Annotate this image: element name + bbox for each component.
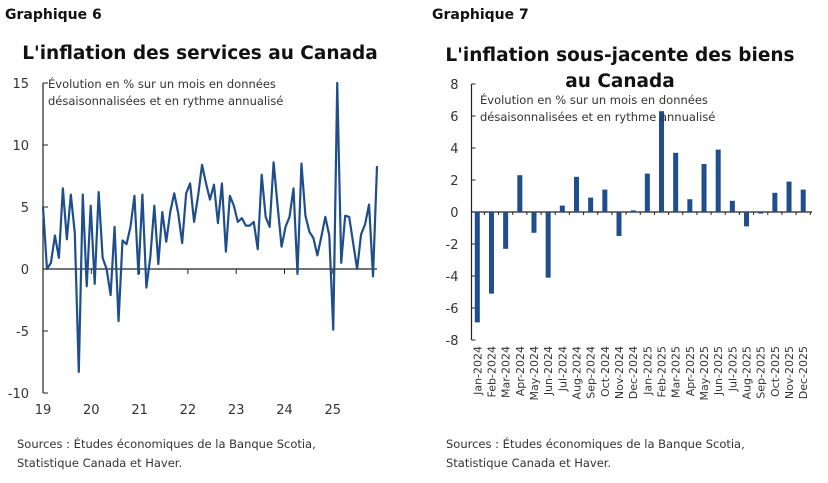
chart7-bar [559, 205, 565, 212]
chart7-bar [729, 200, 735, 212]
chart7-bar [531, 212, 537, 233]
chart7-bar [673, 152, 679, 212]
chart6-y-tick-label: -5 [16, 325, 29, 340]
chart6-subtitle-line2: désaisonnalisées et en rythme annualisé [48, 94, 284, 108]
chart7-title-line1: L'inflation sous-jacente des biens [445, 45, 795, 66]
chart7-sources-line1: Sources : Études économiques de la Banqu… [446, 437, 745, 451]
chart7-subtitle-line1: Évolution en % sur un mois en données [480, 93, 708, 107]
chart7-bar [488, 212, 494, 294]
chart7-x-tick-label: Feb-2024 [485, 346, 498, 397]
chart6-subtitle-line1: Évolution en % sur un mois en données [48, 77, 276, 91]
chart7-x-tick-label: Oct-2025 [769, 346, 782, 397]
chart7-bar [644, 173, 650, 212]
chart7-bar [772, 192, 778, 212]
chart7-x-tick-label: Jun-2024 [542, 346, 555, 396]
chart6-x-tick-label: 21 [131, 403, 148, 418]
chart7-x-tick-label: Mar-2024 [500, 346, 513, 398]
chart7-bar [687, 199, 693, 212]
chart7-x-tick-label: Apr-2025 [684, 346, 697, 396]
chart7-bar [588, 197, 594, 212]
chart7-x-tick-label: Sep-2024 [585, 346, 598, 399]
chart6-y-tick-label: 10 [12, 139, 29, 154]
chart6-x-tick-label: 20 [83, 403, 100, 418]
chart6-sources-line2: Statistique Canada et Haver. [17, 456, 183, 470]
chart7-bar [630, 210, 636, 212]
chart6-label: Graphique 6 [5, 7, 102, 23]
chart6-y-tick-label: 15 [12, 77, 29, 92]
chart6-x-tick-label: 19 [35, 403, 52, 418]
chart7-y-tick-label: 2 [450, 174, 458, 189]
chart6-y-tick-label: 0 [21, 263, 29, 278]
chart7-x-tick-label: Jul-2024 [556, 346, 569, 392]
chart7-bar [659, 111, 665, 212]
chart7-x-tick-label: Oct-2024 [599, 346, 612, 397]
chart7-x-tick-label: Nov-2024 [613, 346, 626, 399]
chart7-bar [503, 212, 509, 249]
chart7-x-tick-label: Jan-2025 [641, 346, 654, 396]
chart7-y-tick-label: -8 [446, 334, 459, 349]
chart7-x-tick-label: Jun-2025 [712, 346, 725, 396]
chart7-y-tick-label: 6 [450, 110, 458, 125]
chart7-y-tick-label: 8 [450, 78, 458, 93]
chart6-subtitle: Évolution en % sur un mois en données dés… [48, 76, 283, 110]
chart7-x-tick-label: May-2025 [698, 346, 711, 401]
chart7-sources: Sources : Études économiques de la Banqu… [446, 435, 745, 473]
chart7-x-tick-label: Mar-2025 [670, 346, 683, 398]
chart7-title: L'inflation sous-jacente des biens au Can… [420, 43, 820, 95]
chart6-series-line [41, 81, 379, 374]
chart7-x-tick-label: Dec-2024 [627, 346, 640, 399]
chart7-x-tick-label: Nov-2025 [783, 346, 796, 399]
chart7-bar [616, 212, 622, 236]
chart7-bar [800, 189, 806, 212]
chart7-x-tick-label: May-2024 [528, 346, 541, 401]
chart7-bar [758, 212, 764, 214]
chart6-x-tick-label: 23 [228, 403, 245, 418]
chart7-bar [715, 149, 721, 212]
chart7-x-tick-label: Sep-2025 [755, 346, 768, 399]
chart6-x-tick-label: 25 [325, 403, 342, 418]
chart7-title-line2: au Canada [565, 71, 675, 92]
chart7-subtitle: Évolution en % sur un mois en données dés… [480, 92, 715, 126]
chart7-bar [517, 175, 523, 212]
chart7-x-tick-label: Jan-2024 [471, 346, 484, 396]
chart7-bar [602, 189, 608, 212]
chart7-bar [573, 176, 579, 212]
chart7-y-tick-label: -6 [446, 302, 459, 317]
chart7-bar [545, 212, 551, 278]
chart6-sources-line1: Sources : Études économiques de la Banqu… [17, 437, 316, 451]
chart7-bar [786, 181, 792, 212]
chart7-bar [474, 212, 480, 323]
chart6-x-tick-label: 24 [276, 403, 293, 418]
chart7-x-tick-label: Jul-2025 [726, 346, 739, 392]
chart7-x-tick-label: Apr-2024 [514, 346, 527, 396]
chart7-bar [701, 164, 707, 212]
chart6-x-tick-label: 22 [180, 403, 197, 418]
chart6-title: L'inflation des services au Canada [22, 43, 378, 64]
chart6-y-tick-label: 5 [21, 201, 29, 216]
chart7-label: Graphique 7 [432, 7, 529, 23]
chart7-subtitle-line2: désaisonnalisées et en rythme annualisé [480, 110, 716, 124]
chart6-y-tick-label: -10 [8, 387, 29, 402]
chart7-x-tick-label: Dec-2025 [797, 346, 810, 399]
chart7-sources-line2: Statistique Canada et Haver. [446, 456, 612, 470]
chart7-x-tick-label: Aug-2024 [570, 346, 583, 399]
chart7-y-tick-label: -4 [446, 270, 459, 285]
chart6-sources: Sources : Études économiques de la Banqu… [17, 435, 316, 473]
chart7-x-tick-label: Feb-2025 [656, 346, 669, 397]
chart7-bar [744, 212, 750, 227]
chart7-y-tick-label: -2 [446, 238, 459, 253]
chart7-x-tick-label: Aug-2025 [741, 346, 754, 399]
chart7-y-tick-label: 0 [450, 206, 458, 221]
chart7-y-tick-label: 4 [450, 142, 458, 157]
